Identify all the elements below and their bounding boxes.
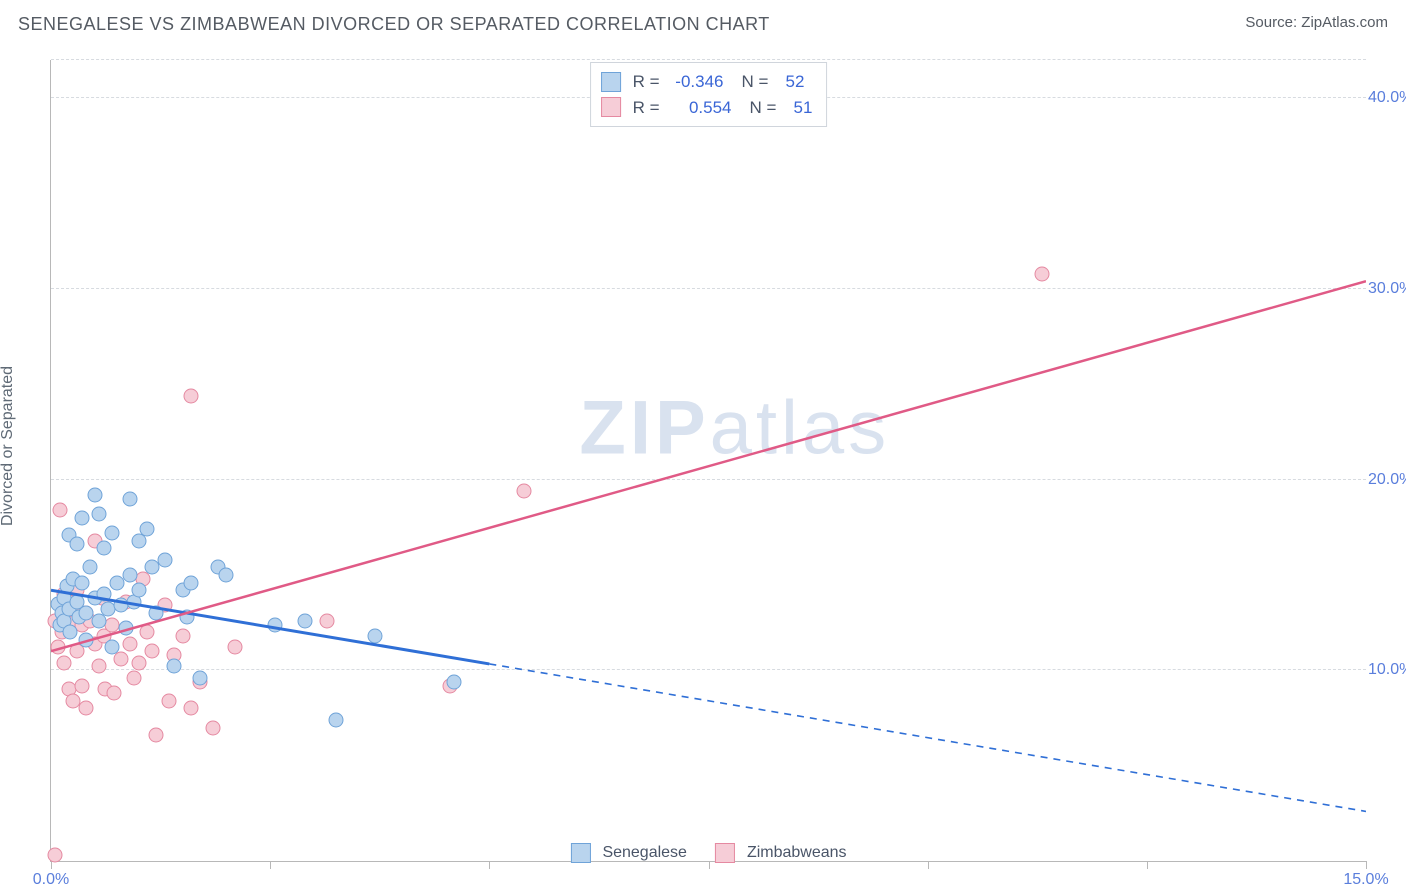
point-zimbabwean	[74, 678, 89, 693]
swatch-zimbabweans-icon	[715, 843, 735, 863]
point-zimbabwean	[107, 686, 122, 701]
swatch-senegalese	[601, 72, 621, 92]
point-senegalese	[96, 541, 111, 556]
chart-title: SENEGALESE VS ZIMBABWEAN DIVORCED OR SEP…	[18, 14, 770, 35]
point-zimbabwean	[144, 644, 159, 659]
point-zimbabwean	[1034, 266, 1049, 281]
source-label: Source:	[1245, 14, 1301, 31]
point-senegalese	[118, 621, 133, 636]
point-zimbabwean	[517, 484, 532, 499]
legend-correlation: R = -0.346 N = 52 R = 0.554 N = 51	[590, 62, 828, 127]
x-tick	[489, 861, 490, 869]
scatter-plot: ZIPatlas R = -0.346 N = 52 R = 0.554 N =…	[50, 60, 1366, 862]
point-zimbabwean	[140, 625, 155, 640]
point-senegalese	[166, 659, 181, 674]
point-zimbabwean	[228, 640, 243, 655]
point-zimbabwean	[131, 655, 146, 670]
x-tick	[1147, 861, 1148, 869]
trendline-zimbabweans	[51, 281, 1366, 651]
point-senegalese	[87, 487, 102, 502]
source-value: ZipAtlas.com	[1301, 14, 1388, 31]
watermark: ZIPatlas	[579, 385, 890, 472]
x-tick	[928, 861, 929, 869]
point-senegalese	[105, 640, 120, 655]
point-senegalese	[179, 609, 194, 624]
gridline	[51, 669, 1366, 670]
point-senegalese	[105, 525, 120, 540]
point-senegalese	[131, 583, 146, 598]
point-senegalese	[267, 617, 282, 632]
legend-item-zimbabweans: Zimbabweans	[715, 843, 847, 863]
swatch-zimbabweans	[601, 97, 621, 117]
gridline	[51, 288, 1366, 289]
point-senegalese	[298, 613, 313, 628]
point-zimbabwean	[122, 636, 137, 651]
legend-item-senegalese: Senegalese	[570, 843, 687, 863]
point-zimbabwean	[184, 701, 199, 716]
point-zimbabwean	[79, 701, 94, 716]
point-senegalese	[70, 537, 85, 552]
point-zimbabwean	[48, 848, 63, 863]
point-zimbabwean	[320, 613, 335, 628]
point-zimbabwean	[52, 503, 67, 518]
point-zimbabwean	[184, 388, 199, 403]
point-senegalese	[219, 567, 234, 582]
point-zimbabwean	[127, 670, 142, 685]
point-senegalese	[96, 587, 111, 602]
y-tick-label: 20.0%	[1368, 471, 1406, 489]
legend-row-senegalese: R = -0.346 N = 52	[601, 69, 813, 95]
gridline	[51, 479, 1366, 480]
legend-row-zimbabweans: R = 0.554 N = 51	[601, 95, 813, 121]
point-senegalese	[328, 712, 343, 727]
y-tick-label: 30.0%	[1368, 280, 1406, 298]
point-senegalese	[122, 491, 137, 506]
legend-series: Senegalese Zimbabweans	[570, 843, 846, 863]
x-tick-label: 0.0%	[33, 871, 69, 889]
source-attribution: Source: ZipAtlas.com	[1245, 14, 1388, 31]
trendline-senegalese-extrapolated	[489, 664, 1366, 811]
point-zimbabwean	[175, 628, 190, 643]
point-senegalese	[83, 560, 98, 575]
point-senegalese	[140, 522, 155, 537]
point-senegalese	[157, 552, 172, 567]
x-tick	[270, 861, 271, 869]
point-senegalese	[74, 575, 89, 590]
point-senegalese	[92, 506, 107, 521]
point-senegalese	[63, 625, 78, 640]
point-zimbabwean	[149, 728, 164, 743]
point-senegalese	[184, 575, 199, 590]
point-senegalese	[122, 567, 137, 582]
point-senegalese	[79, 632, 94, 647]
point-senegalese	[368, 628, 383, 643]
point-senegalese	[74, 510, 89, 525]
point-senegalese	[193, 670, 208, 685]
x-tick	[1366, 861, 1367, 869]
point-senegalese	[149, 606, 164, 621]
gridline	[51, 59, 1366, 60]
point-zimbabwean	[162, 693, 177, 708]
point-zimbabwean	[92, 659, 107, 674]
y-axis-label: Divorced or Separated	[0, 366, 17, 526]
point-zimbabwean	[57, 655, 72, 670]
x-tick-label: 15.0%	[1343, 871, 1388, 889]
y-tick-label: 40.0%	[1368, 89, 1406, 107]
legend-label-zimbabweans: Zimbabweans	[747, 844, 847, 862]
y-tick-label: 10.0%	[1368, 661, 1406, 679]
point-zimbabwean	[51, 640, 66, 655]
legend-label-senegalese: Senegalese	[602, 844, 687, 862]
point-zimbabwean	[206, 720, 221, 735]
point-senegalese	[447, 674, 462, 689]
swatch-senegalese-icon	[570, 843, 590, 863]
